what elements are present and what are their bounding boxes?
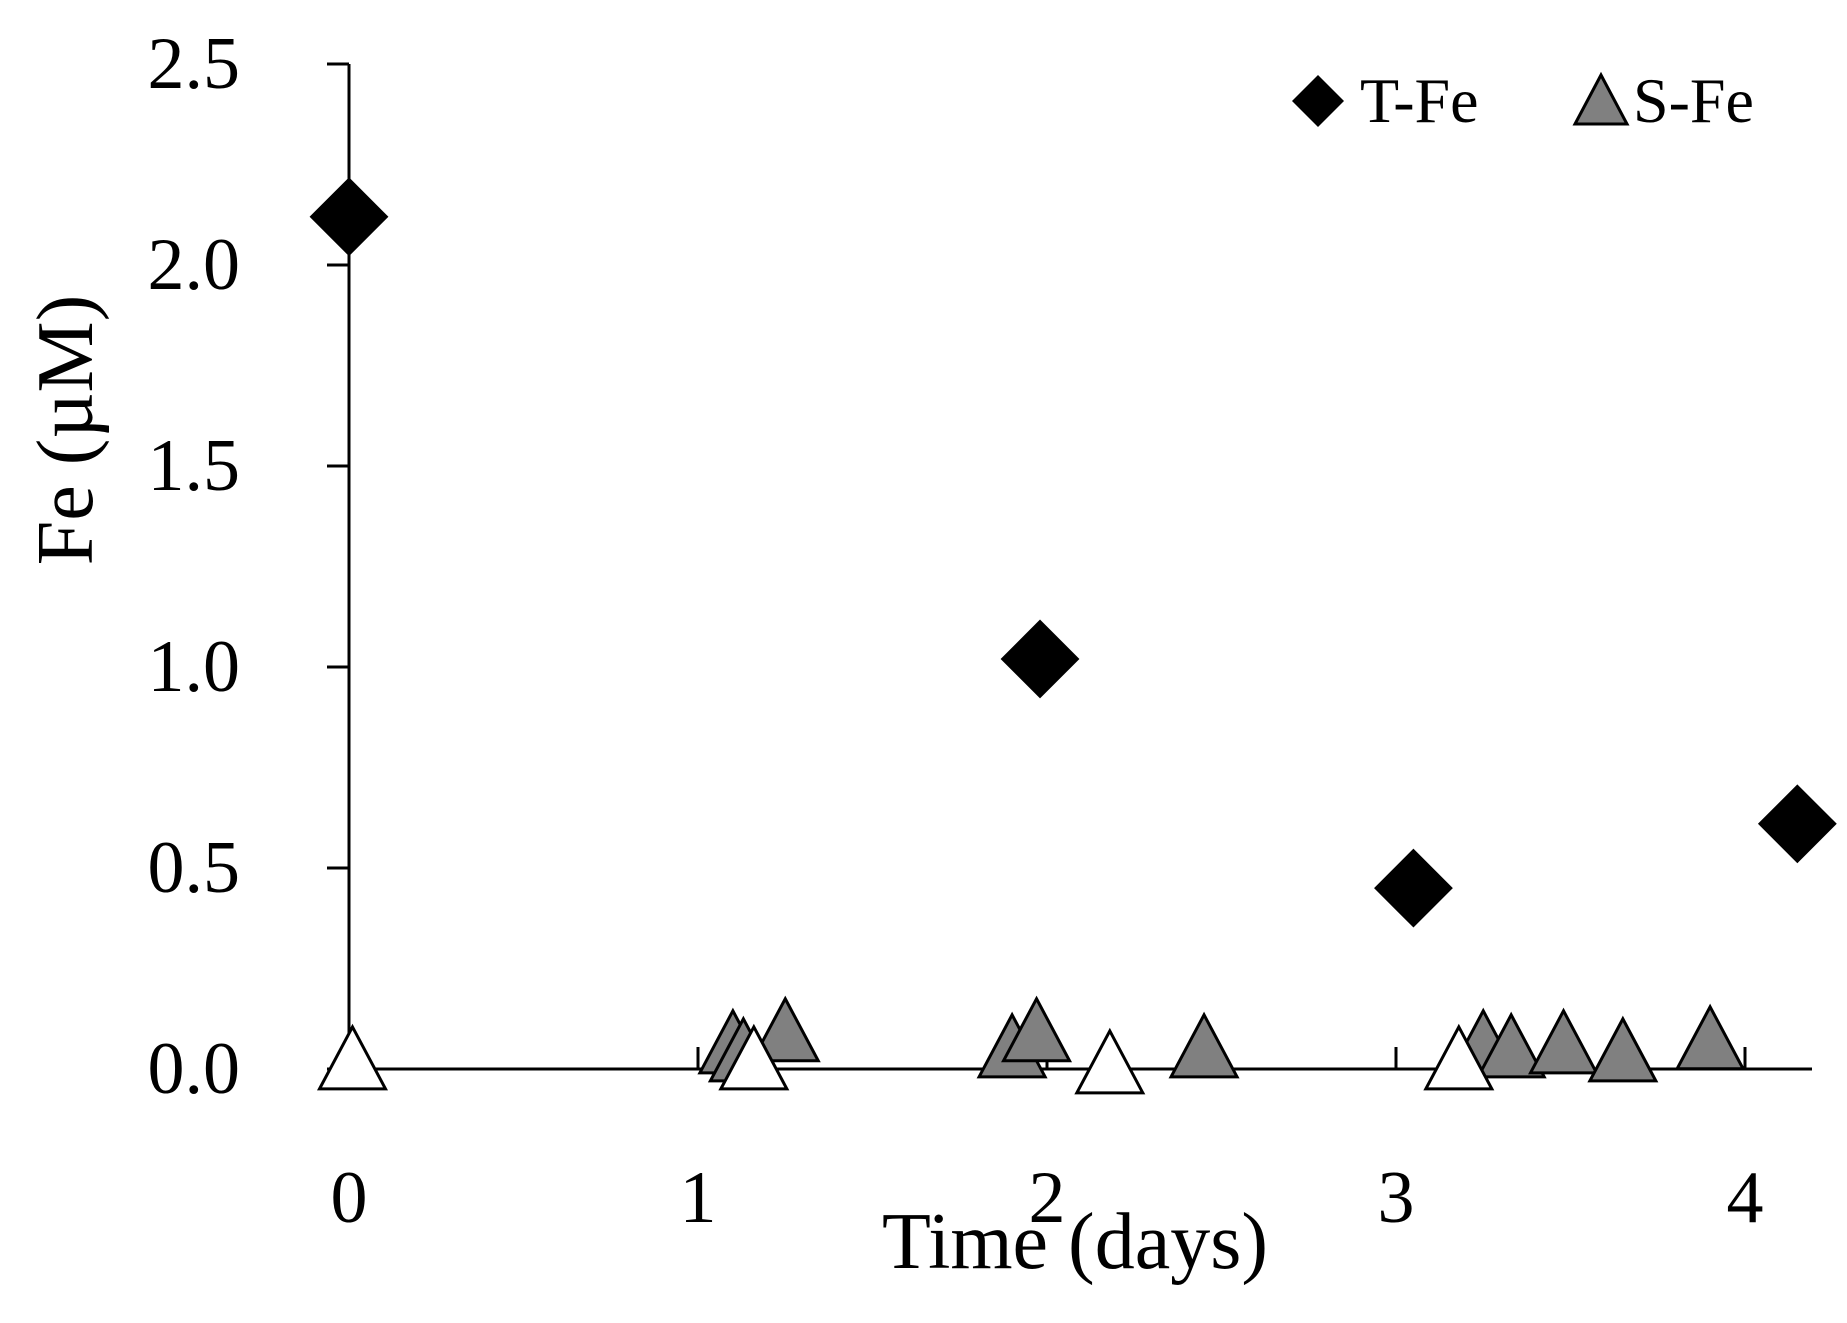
data-point-triangle bbox=[1587, 1015, 1659, 1083]
data-point-diamond bbox=[1000, 619, 1080, 699]
x-tick-label: 1 bbox=[680, 1157, 717, 1239]
data-point-triangle bbox=[1423, 1023, 1495, 1091]
x-tick-label: 3 bbox=[1378, 1157, 1415, 1239]
data-point-triangle bbox=[316, 1023, 388, 1091]
x-tick-label: 2 bbox=[1029, 1157, 1066, 1239]
data-marks bbox=[309, 177, 1837, 1095]
y-tick-label: 1.5 bbox=[148, 425, 241, 507]
data-point-triangle bbox=[1528, 1007, 1600, 1075]
axes: 0.0 0.5 1.0 1.5 2.0 2.5 0 1 2 3 4 bbox=[148, 23, 1812, 1239]
y-tick-label: 0.0 bbox=[148, 1028, 241, 1110]
data-point-triangle bbox=[1674, 1003, 1746, 1071]
x-axis-title: Time (days) bbox=[882, 1198, 1268, 1286]
data-point-triangle bbox=[1168, 1011, 1240, 1079]
data-point-triangle bbox=[1074, 1027, 1146, 1095]
legend-marker-triangle bbox=[1572, 71, 1630, 126]
y-tick-label: 0.5 bbox=[148, 827, 241, 909]
data-point-triangle bbox=[718, 1023, 790, 1091]
x-tick-label: 0 bbox=[331, 1157, 368, 1239]
data-point-diamond bbox=[1374, 848, 1453, 928]
data-point-triangle bbox=[749, 995, 821, 1063]
legend-entry-t-fe: T-Fe bbox=[1292, 65, 1479, 136]
data-point-diamond bbox=[1757, 784, 1837, 864]
y-tick-label: 1.0 bbox=[148, 626, 241, 708]
legend-marker-diamond bbox=[1292, 75, 1344, 127]
data-point-diamond bbox=[309, 177, 389, 257]
legend-entry-s-fe: S-Fe bbox=[1572, 65, 1754, 136]
legend-label-t-fe: T-Fe bbox=[1360, 65, 1479, 136]
legend-label-s-fe: S-Fe bbox=[1633, 65, 1754, 136]
legend: T-Fe S-Fe bbox=[1292, 65, 1754, 136]
data-point-triangle bbox=[1001, 995, 1073, 1063]
x-tick-label: 4 bbox=[1727, 1157, 1764, 1239]
y-tick-label: 2.0 bbox=[148, 224, 241, 306]
y-axis-title: Fe (µM) bbox=[22, 295, 110, 566]
data-point-triangle bbox=[1475, 1011, 1547, 1079]
y-tick-label: 2.5 bbox=[148, 23, 241, 105]
